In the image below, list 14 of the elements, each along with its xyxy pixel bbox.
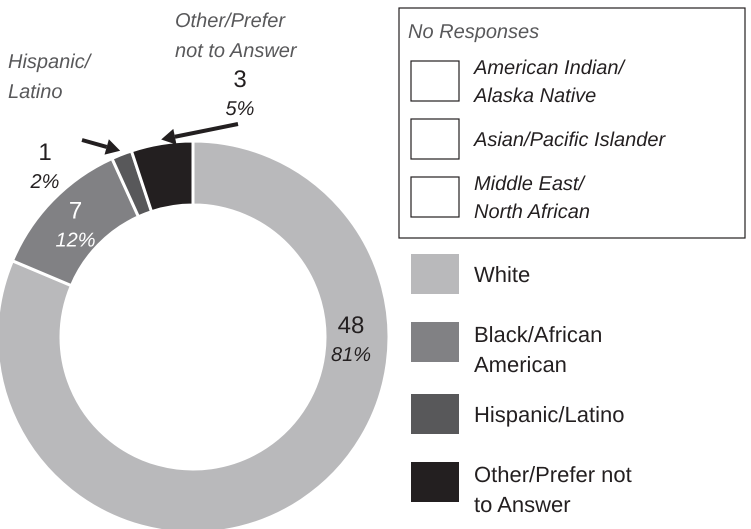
data-label: 7 12% [55, 198, 96, 252]
data-label: 48 81% [330, 312, 372, 366]
legend-label: White [474, 262, 530, 287]
data-label: 1 2% [30, 139, 60, 193]
data-label: 3 5% [226, 66, 254, 120]
legend-title: No Responses [408, 21, 540, 43]
legend-label: Other/Prefer not to Answer [474, 462, 632, 517]
legend-label: Black/African American [474, 322, 602, 377]
legend-label: Asian/Pacific Islander [473, 129, 667, 151]
slice-label: Other/Prefer not to Answer [175, 10, 298, 62]
legend-label: American Indian/Alaska Native [473, 57, 627, 107]
legend-label: Hispanic/Latino [474, 402, 624, 427]
slice-label: Hispanic/Latino [8, 51, 93, 103]
legend-label: Middle East/North African [474, 173, 590, 223]
